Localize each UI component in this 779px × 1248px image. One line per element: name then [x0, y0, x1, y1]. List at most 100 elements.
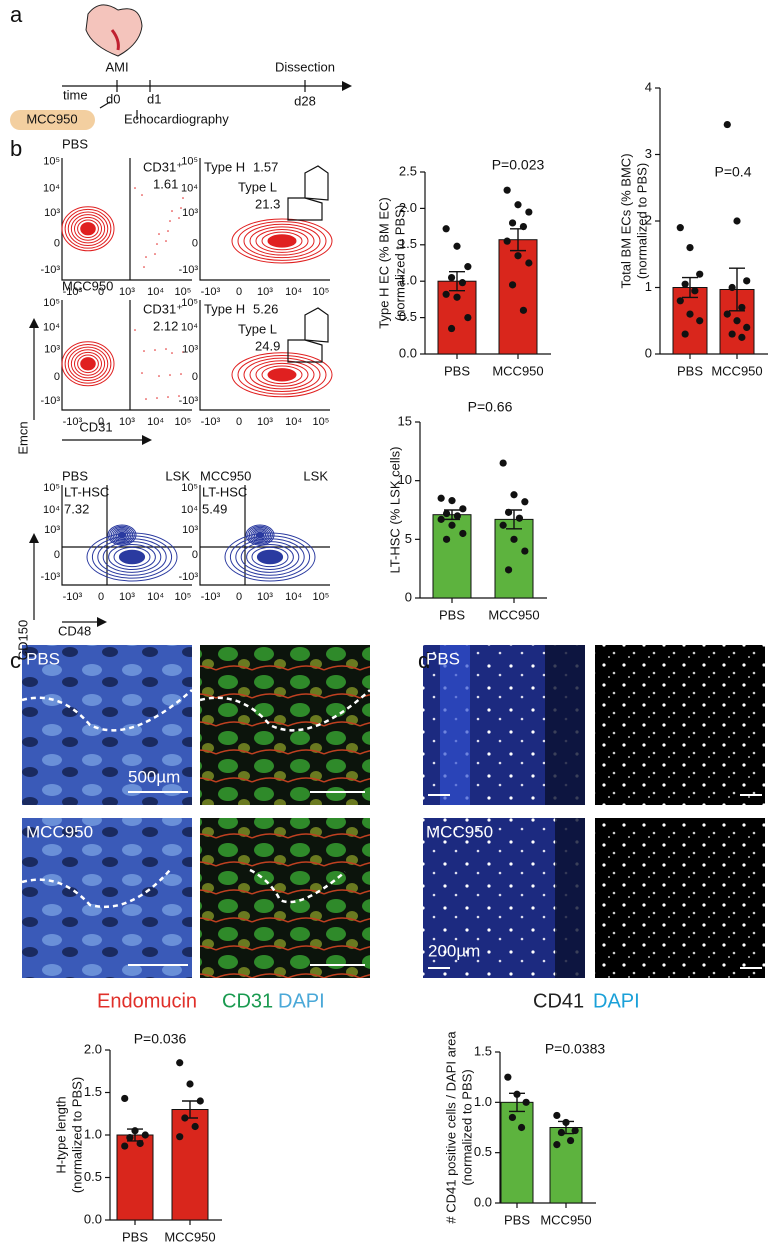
- contour: [231, 218, 333, 264]
- y-tick-label: 10³: [182, 207, 198, 219]
- x-tick-label: 10³: [257, 286, 273, 298]
- y-tick-label: 0.0: [474, 1194, 492, 1209]
- contour: [267, 234, 297, 248]
- event-dot: [169, 220, 171, 222]
- label: MCC950: [426, 822, 493, 841]
- contour: [73, 216, 103, 241]
- data-point: [196, 1097, 204, 1105]
- data-point: [504, 1073, 512, 1081]
- x-tick-label: 10⁴: [285, 416, 302, 428]
- x-tick-label: 10⁵: [175, 286, 192, 298]
- data-point: [738, 333, 746, 341]
- y-tick-label: 1.5: [84, 1084, 102, 1099]
- y-tick-label: -10³: [178, 264, 198, 276]
- data-point: [437, 515, 445, 523]
- y-tick-label: 3: [645, 146, 652, 161]
- contour: [251, 546, 289, 568]
- y-tick-label: 0.0: [399, 345, 417, 360]
- x-tick-label: 10⁵: [313, 591, 330, 603]
- x-tick-label: 10⁵: [313, 416, 330, 428]
- flow-layout: [29, 158, 333, 627]
- contour: [114, 529, 130, 541]
- y-tick-label: 4: [645, 79, 652, 94]
- contour: [252, 529, 268, 541]
- bar: [494, 518, 534, 599]
- x-tick-label: MCC950: [164, 1229, 215, 1244]
- x-tick-label: -10³: [201, 286, 221, 298]
- x-tick-label: MCC950: [711, 363, 762, 378]
- error-bar: [682, 276, 698, 299]
- data-point: [738, 303, 746, 312]
- microscopy: [21, 645, 765, 978]
- data-point: [499, 459, 507, 467]
- event-dot: [165, 240, 167, 242]
- data-point: [728, 283, 736, 292]
- data-point: [448, 521, 456, 529]
- data-point: [442, 535, 451, 543]
- y-tick-label: 10⁴: [181, 321, 198, 333]
- y-tick-label: 0.5: [399, 309, 417, 324]
- data-point: [499, 521, 507, 529]
- bar: [549, 1127, 583, 1204]
- data-point: [525, 208, 533, 216]
- data-point: [186, 1080, 194, 1088]
- event-dot: [143, 266, 145, 268]
- label: Type L: [238, 321, 277, 336]
- data-point: [136, 1139, 144, 1148]
- y-tick-label: 10³: [44, 524, 60, 536]
- label: time: [63, 87, 88, 102]
- data-point: [458, 279, 467, 287]
- label: d1: [147, 91, 161, 106]
- label: PBS: [426, 649, 460, 668]
- p-value: P=0.023: [492, 157, 545, 173]
- bar: [500, 1101, 534, 1204]
- event-dot: [158, 233, 160, 235]
- label: MCC950: [26, 822, 93, 841]
- label: MCC950: [200, 468, 251, 483]
- event-dot: [154, 349, 156, 351]
- heart-icon: [85, 4, 143, 57]
- contour: [256, 549, 284, 565]
- x-tick-label: 10³: [257, 416, 273, 428]
- axis-label: CD31: [79, 419, 112, 434]
- contour: [77, 219, 99, 239]
- event-dot: [145, 398, 147, 400]
- event-dot: [171, 210, 173, 212]
- y-tick-label: 10⁴: [43, 321, 60, 333]
- data-point: [121, 1094, 129, 1103]
- contour: [243, 223, 321, 259]
- data-point: [723, 120, 731, 129]
- event-dot: [154, 253, 156, 255]
- contour: [73, 351, 103, 376]
- data-point: [562, 1118, 570, 1127]
- y-tick-label: 1.5: [474, 1043, 492, 1058]
- data-point: [557, 1128, 566, 1137]
- y-axis-label: LT-HSC (% LSK cells): [387, 447, 402, 574]
- error-bar: [449, 271, 465, 292]
- data-point: [681, 330, 689, 338]
- x-tick-label: 0: [236, 591, 242, 603]
- gate: [304, 165, 329, 201]
- contour: [117, 531, 127, 539]
- label: d0: [106, 91, 120, 106]
- y-tick-label: 10⁵: [43, 297, 60, 309]
- label: LT-HSC: [64, 484, 109, 499]
- y-tick-label: 1.0: [84, 1126, 102, 1141]
- plot-axes: [199, 300, 330, 411]
- y-tick-label: 0.5: [84, 1169, 102, 1184]
- contour: [248, 526, 272, 544]
- event-dot: [178, 217, 180, 219]
- data-point: [676, 297, 684, 305]
- event-dot: [156, 243, 158, 245]
- event-dot: [167, 230, 169, 232]
- data-point: [141, 1131, 149, 1139]
- data-point: [126, 1133, 134, 1142]
- y-tick-label: 10⁵: [43, 156, 60, 168]
- event-dot: [145, 256, 147, 258]
- arrow-head: [29, 318, 39, 328]
- arrow-head: [142, 435, 152, 445]
- stain-label: DAPI: [278, 990, 325, 1012]
- y-tick-label: 10³: [44, 207, 60, 219]
- event-dot: [158, 375, 160, 377]
- contour: [91, 535, 173, 579]
